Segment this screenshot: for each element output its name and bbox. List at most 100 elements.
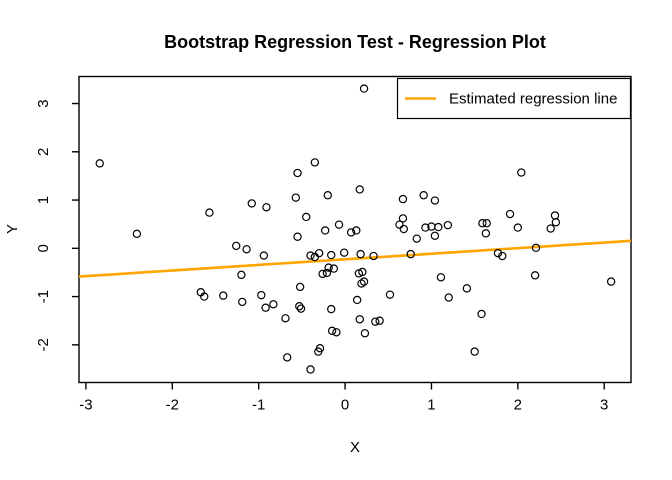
- data-point: [95, 159, 104, 168]
- y-tick-label: -1: [35, 290, 52, 303]
- data-point: [406, 249, 415, 259]
- data-point: [320, 226, 330, 235]
- data-point: [318, 269, 327, 279]
- data-point: [323, 191, 332, 200]
- x-axis-label: X: [350, 439, 360, 456]
- y-tick-label: 0: [35, 244, 52, 252]
- data-point: [242, 245, 251, 254]
- data-point: [232, 241, 241, 251]
- data-point: [132, 229, 142, 239]
- data-point: [398, 194, 408, 204]
- data-point: [360, 329, 370, 338]
- data-point: [355, 315, 364, 324]
- data-point: [238, 297, 247, 307]
- data-point: [257, 290, 266, 300]
- data-point: [385, 290, 395, 299]
- x-axis: -3 -2 -1 0 1 2 3: [79, 382, 608, 414]
- data-point: [430, 196, 440, 205]
- data-point: [346, 228, 356, 237]
- data-point: [395, 220, 404, 229]
- data-point: [219, 291, 228, 300]
- x-tick-label: -3: [79, 397, 92, 414]
- data-point: [327, 304, 336, 314]
- data-point: [546, 224, 555, 233]
- y-tick-label: 3: [35, 99, 52, 107]
- x-tick-label: -2: [166, 397, 179, 414]
- data-point: [356, 249, 365, 259]
- legend-box: [396, 77, 632, 120]
- data-point: [606, 277, 616, 286]
- data-point: [281, 314, 290, 323]
- data-point: [505, 209, 515, 219]
- data-point: [259, 251, 269, 260]
- data-point: [444, 293, 453, 302]
- data-point: [412, 234, 421, 243]
- data-point: [443, 220, 453, 230]
- data-point: [310, 252, 320, 262]
- data-point: [200, 292, 209, 301]
- data-point: [306, 251, 315, 260]
- data-points: [95, 84, 616, 374]
- data-point: [329, 264, 339, 273]
- legend: Estimated regression line: [396, 77, 632, 120]
- data-point: [530, 271, 540, 280]
- data-point: [327, 326, 337, 336]
- data-point: [262, 203, 271, 212]
- data-point: [493, 248, 503, 258]
- data-point: [291, 193, 301, 202]
- data-point: [358, 267, 367, 277]
- x-tick-label: 2: [514, 397, 522, 414]
- data-point: [315, 344, 325, 353]
- x-tick-label: 3: [600, 397, 608, 414]
- y-axis-label: Y: [4, 224, 21, 234]
- data-point: [293, 168, 302, 178]
- data-point: [247, 199, 256, 208]
- data-point: [371, 317, 380, 326]
- data-point: [332, 328, 341, 337]
- data-point: [334, 220, 344, 229]
- data-point: [355, 185, 364, 194]
- x-tick-label: -1: [252, 397, 265, 414]
- data-point: [434, 222, 443, 232]
- chart-title: Bootstrap Regression Test - Regression P…: [164, 32, 546, 52]
- data-point: [430, 231, 440, 240]
- data-point: [306, 365, 315, 374]
- data-point: [327, 250, 336, 260]
- data-point: [421, 223, 430, 232]
- y-tick-label: 2: [35, 148, 52, 156]
- data-point: [357, 279, 366, 288]
- data-point: [269, 300, 278, 309]
- data-point: [296, 304, 306, 313]
- y-tick-label: 1: [35, 196, 52, 204]
- regression-line: [78, 239, 632, 278]
- data-point: [531, 243, 541, 253]
- x-tick-label: 1: [427, 397, 435, 414]
- data-point: [301, 212, 311, 222]
- data-point: [359, 277, 369, 286]
- data-point: [399, 224, 409, 234]
- data-point: [282, 353, 292, 362]
- data-point: [322, 268, 332, 278]
- data-point: [477, 309, 486, 319]
- data-point: [295, 282, 305, 292]
- data-point: [340, 248, 349, 257]
- data-point: [359, 84, 369, 93]
- data-point: [205, 208, 214, 217]
- data-point: [498, 251, 507, 261]
- plot-border: [78, 75, 632, 384]
- data-point: [419, 191, 428, 200]
- data-point: [398, 214, 408, 223]
- data-point: [237, 270, 246, 280]
- data-point: [314, 248, 324, 258]
- data-point: [482, 219, 491, 228]
- data-point: [481, 229, 491, 238]
- data-point: [369, 251, 378, 261]
- data-point: [261, 303, 270, 312]
- legend-label: Estimated regression line: [449, 90, 617, 107]
- data-point: [375, 316, 384, 325]
- data-point: [513, 223, 523, 232]
- data-point: [470, 347, 479, 356]
- x-tick-label: 0: [341, 397, 349, 414]
